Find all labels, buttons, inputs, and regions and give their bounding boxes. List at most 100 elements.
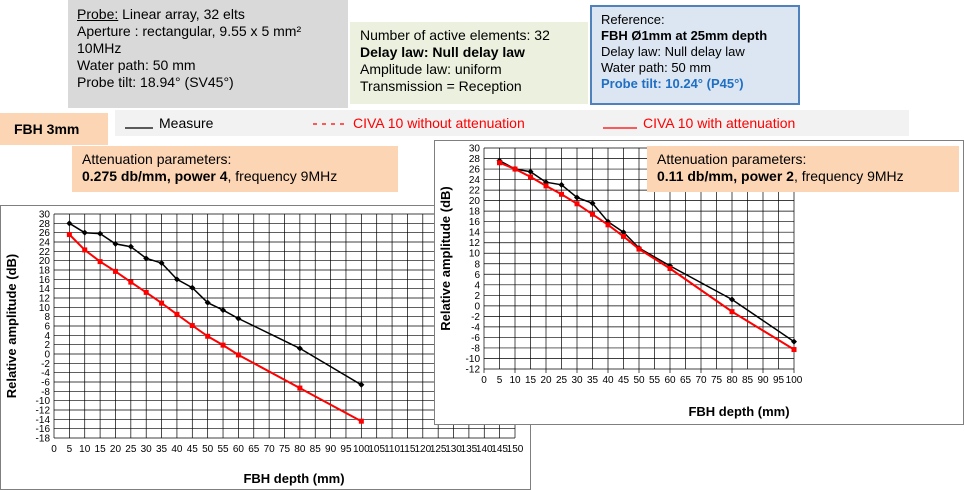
chart-right-x-tick-label: 20 xyxy=(540,375,552,386)
chart-left-series-measure-line xyxy=(69,222,362,386)
chart-left-y-tick-label: -14 xyxy=(36,415,51,426)
legend-civa-with-label: CIVA 10 with attenuation xyxy=(643,115,796,131)
chart-right-y-tick-label: 26 xyxy=(469,165,481,176)
legend-measure-label: Measure xyxy=(159,115,214,131)
chart-left-x-tick-label: 70 xyxy=(264,444,276,455)
chart-left-series-civa-point xyxy=(97,259,103,265)
chart-right-x-tick-label: 45 xyxy=(618,375,630,386)
chart-left-x-tick-label: 75 xyxy=(279,444,291,455)
chart-left-y-tick-label: 24 xyxy=(39,238,51,249)
chart-left-x-axis-title: FBH depth (mm) xyxy=(243,471,344,486)
chart-left-series-civa-line xyxy=(68,233,362,423)
chart-right-series-civa-point xyxy=(621,233,626,239)
chart-right-x-tick-label: 75 xyxy=(711,375,723,386)
chart-right-y-tick-label: 8 xyxy=(474,259,480,270)
chart-right-x-tick-label: 40 xyxy=(602,375,614,386)
chart-left-x-tick-label: 130 xyxy=(445,444,462,455)
chart-right-series-civa-point xyxy=(667,265,673,271)
chart-right-x-tick-label: 5 xyxy=(497,375,503,386)
chart-right-y-tick-label: -6 xyxy=(471,333,480,344)
legend-item-civa-with: CIVA 10 with attenuation xyxy=(603,115,795,132)
legend: Measure CIVA 10 without attenuation CIVA… xyxy=(115,110,909,136)
reference-water-path: Water path: 50 mm xyxy=(601,60,712,75)
chart-right-x-tick-label: 25 xyxy=(556,375,568,386)
chart-left-y-tick-label: 16 xyxy=(39,275,51,286)
legend-item-civa-without: CIVA 10 without attenuation xyxy=(313,115,525,132)
chart-right-y-tick-label: 12 xyxy=(469,238,481,249)
probe-label: Probe: xyxy=(77,6,119,22)
chart-left-y-tick-label: -12 xyxy=(36,406,51,417)
chart-right-series-civa-point xyxy=(559,191,564,197)
chart-right-y-tick-label: -2 xyxy=(471,312,480,323)
chart-left-y-tick-label: 2 xyxy=(44,340,50,351)
chart-left-y-tick-label: -2 xyxy=(41,359,50,370)
chart-left-y-tick-label: 6 xyxy=(44,322,50,333)
reference-delay-law: Delay law: Null delay law xyxy=(601,44,745,59)
chart-left-x-tick-label: 85 xyxy=(310,444,322,455)
chart-left-x-tick-label: 110 xyxy=(384,444,400,455)
chart-right-series-measure-point xyxy=(589,200,596,207)
legend-measure-line-icon xyxy=(125,127,153,129)
amplitude-law: Amplitude law: uniform xyxy=(360,61,502,77)
chart-right-y-tick-label: 14 xyxy=(469,228,481,239)
chart-left-series-measure-point xyxy=(358,381,365,388)
chart-left-series-measure-point xyxy=(189,284,196,291)
chart-left-x-tick-label: 5 xyxy=(67,444,73,455)
chart-right-series-civa-point xyxy=(636,246,642,252)
active-elements: Number of active elements: 32 xyxy=(360,27,550,43)
chart-right-y-tick-label: 2 xyxy=(474,291,480,302)
attenuation-left-frequency: , frequency 9MHz xyxy=(227,168,338,184)
chart-right-series-civa-point xyxy=(791,347,797,353)
chart-right-y-tick-label: 0 xyxy=(474,301,480,312)
attenuation-right-label: Attenuation parameters: xyxy=(657,151,807,167)
chart-left-series-measure-point xyxy=(143,255,150,262)
reference-title: Reference: xyxy=(601,12,665,27)
chart-left-series-civa-point xyxy=(189,323,195,329)
legend-civa-with-line-icon xyxy=(603,127,637,129)
reference-tilt: Probe tilt: 10.24° (P45°) xyxy=(601,76,744,91)
chart-left-y-tick-label: -10 xyxy=(36,396,51,407)
chart-left-x-tick-label: 30 xyxy=(141,444,153,455)
chart-right-series-civa-point xyxy=(605,222,611,228)
chart-right-x-tick-label: 70 xyxy=(695,375,707,386)
probe-water-path: Water path: 50 mm xyxy=(77,57,196,73)
chart-left-y-tick-label: 14 xyxy=(39,284,51,295)
chart-left-y-tick-label: -18 xyxy=(36,434,51,445)
chart-left-y-tick-label: 28 xyxy=(39,219,51,230)
chart-right-x-tick-label: 65 xyxy=(680,375,692,386)
chart-left-series-measure-point xyxy=(158,260,165,266)
chart-left-series-civa-point xyxy=(174,311,180,317)
attenuation-right-frequency: , frequency 9MHz xyxy=(793,168,904,184)
chart-left-y-tick-label: 12 xyxy=(39,294,51,305)
probe-frequency: 10MHz xyxy=(77,40,122,56)
chart-left-series-measure-point xyxy=(296,345,303,352)
chart-left-x-tick-label: 45 xyxy=(187,444,199,455)
chart-left-series-civa-point xyxy=(297,385,303,391)
chart-left-series-civa-point xyxy=(235,352,241,358)
chart-right-series-civa-point xyxy=(729,309,735,315)
chart-left-x-tick-label: 65 xyxy=(248,444,260,455)
chart-right-y-tick-label: -4 xyxy=(471,322,480,333)
chart-left-x-tick-label: 35 xyxy=(156,444,168,455)
legend-item-measure: Measure xyxy=(125,115,213,132)
chart-left-series-civa-point xyxy=(128,279,134,285)
chart-right-x-tick-label: 60 xyxy=(664,375,676,386)
chart-right-x-tick-label: 85 xyxy=(742,375,754,386)
chart-left-y-tick-label: 18 xyxy=(39,266,51,277)
reference-target: FBH Ø1mm at 25mm depth xyxy=(601,28,768,43)
chart-left-x-tick-label: 140 xyxy=(476,444,493,455)
chart-right-series-measure-point xyxy=(527,168,534,175)
attenuation-right-values: 0.11 db/mm, power 2 xyxy=(657,168,794,184)
chart-right-series-civa-point xyxy=(512,166,518,172)
chart-left-x-tick-label: 125 xyxy=(430,444,447,455)
chart-right-series-measure-point xyxy=(620,229,627,236)
chart-right-series-measure-point xyxy=(558,181,565,188)
chart-right-x-tick-label: 50 xyxy=(633,375,645,386)
chart-left-y-tick-label: 8 xyxy=(44,312,50,323)
chart-right-series-measure-point xyxy=(729,296,735,303)
chart-left-y-axis-title: Relative amplitude (dB) xyxy=(4,254,19,398)
attenuation-left-box: Attenuation parameters: 0.275 db/mm, pow… xyxy=(72,146,398,192)
chart-right-series-civa-point xyxy=(528,174,533,180)
chart-right-series-civa-point xyxy=(543,183,549,189)
chart-right-series-measure-point xyxy=(574,194,580,201)
